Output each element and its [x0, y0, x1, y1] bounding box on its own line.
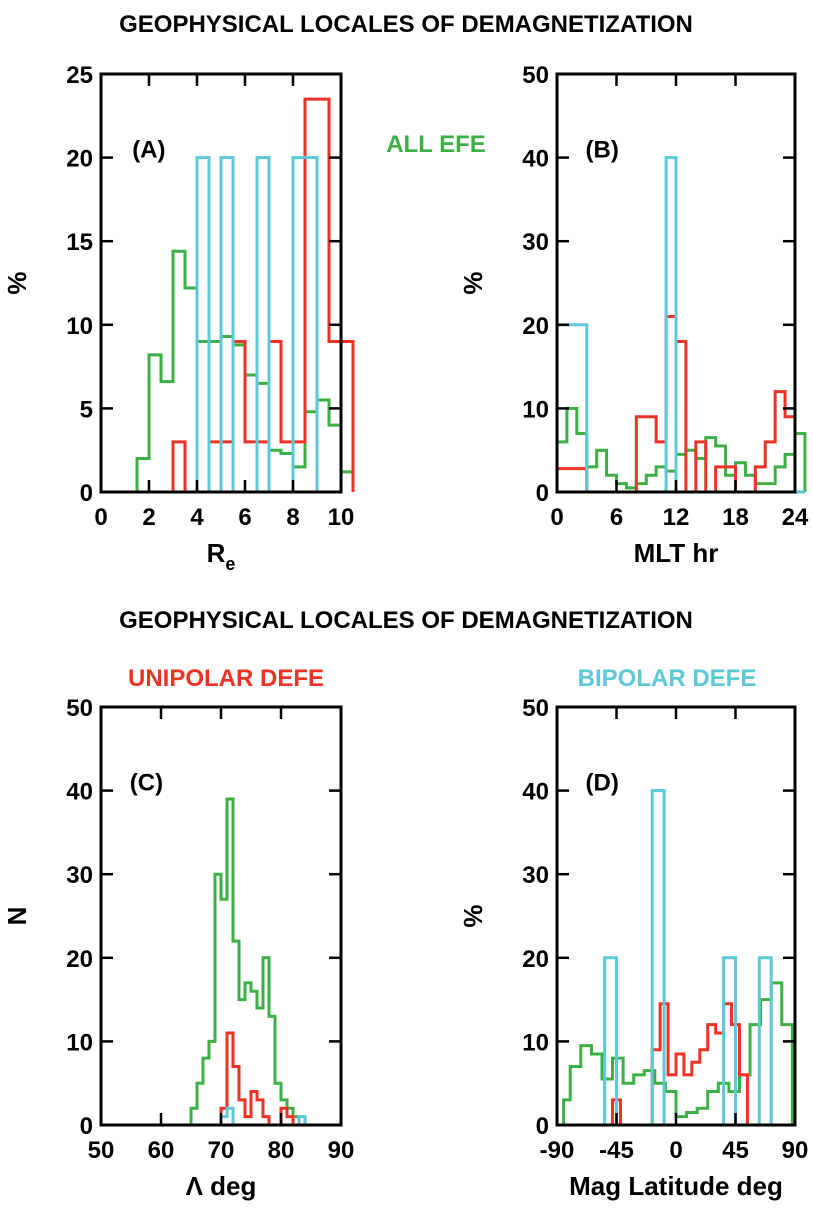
x-tick-label: 8: [286, 504, 299, 531]
y-tick-label: 40: [522, 146, 549, 173]
x-axis-label: MLT hr: [634, 538, 719, 568]
panel-b: 0 6 12 18 24 0 10 20 30 40 50 MLT hr% (B): [458, 62, 809, 568]
y-axis-label: %: [2, 271, 32, 294]
y-tick-label: 20: [522, 313, 549, 340]
x-tick-label: 24: [782, 504, 809, 531]
y-tick-label: 0: [536, 1113, 549, 1140]
x-tick-label: 50: [88, 1137, 115, 1164]
x-tick-label: 6: [610, 504, 623, 531]
series-unipolar-c: [219, 1031, 299, 1127]
panel-label: (C): [130, 770, 163, 797]
y-tick-label: 50: [522, 695, 549, 722]
x-tick-label: 90: [782, 1137, 809, 1164]
panel-label: (A): [132, 137, 165, 164]
y-tick-label: 40: [522, 779, 549, 806]
x-tick-label: 12: [663, 504, 690, 531]
y-tick-label: 30: [66, 862, 93, 889]
x-tick-label: 90: [328, 1137, 355, 1164]
x-tick-label: 0: [669, 1137, 682, 1164]
x-axis-label: Mag Latitude deg: [569, 1171, 783, 1201]
x-axis-label: Re: [207, 538, 236, 574]
x-tick-label: -45: [599, 1137, 634, 1164]
y-axis-label: N: [2, 907, 32, 926]
x-tick-label: 60: [148, 1137, 175, 1164]
y-tick-label: 20: [66, 946, 93, 973]
panel-d: -90 -45 0 45 90 0 10 20 30 40 50 Mag Latitude deg% (…: [458, 695, 808, 1201]
y-axis-label: %: [458, 271, 488, 294]
x-tick-label: 0: [94, 504, 107, 531]
x-tick-label: 2: [142, 504, 155, 531]
y-tick-label: 10: [522, 396, 549, 423]
x-tick-label: 70: [208, 1137, 235, 1164]
x-tick-label: 18: [722, 504, 749, 531]
y-tick-label: 20: [66, 146, 93, 173]
x-tick-label: 10: [328, 504, 355, 531]
y-tick-label: 10: [522, 1029, 549, 1056]
legend-unipolar-defe: UNIPOLAR DEFE: [128, 665, 324, 692]
series-all-c: [189, 797, 305, 1127]
x-tick-label: 45: [722, 1137, 749, 1164]
y-tick-label: 50: [522, 62, 549, 89]
y-tick-label: 50: [66, 695, 93, 722]
plot-frame: [99, 72, 343, 494]
y-tick-label: 25: [66, 62, 93, 89]
y-tick-label: 10: [66, 1029, 93, 1056]
y-tick-label: 0: [536, 480, 549, 507]
legend-bipolar-defe: BIPOLAR DEFE: [578, 665, 757, 692]
x-tick-label: 6: [238, 504, 251, 531]
panel-c: 50 60 70 80 90 0 10 20 30 40 50 Λ deg N (C): [2, 695, 354, 1201]
panel-a: 0 2 4 6 8 10 0 5 10 15 20 25 Re% (A): [2, 62, 355, 574]
y-tick-label: 40: [66, 779, 93, 806]
figure-title-top: GEOPHYSICAL LOCALES OF DEMAGNETIZATION: [119, 11, 693, 38]
y-tick-label: 30: [522, 229, 549, 256]
series-all-d: [562, 981, 794, 1125]
x-tick-label: 0: [550, 504, 563, 531]
panel-label: (B): [586, 137, 619, 164]
y-tick-label: 0: [80, 480, 93, 507]
y-tick-label: 15: [66, 229, 93, 256]
panel-label: (D): [586, 770, 619, 797]
y-tick-label: 30: [522, 862, 549, 889]
legend-all-efe: ALL EFE: [386, 131, 486, 158]
x-axis-label: Λ deg: [186, 1171, 257, 1201]
y-tick-label: 10: [66, 313, 93, 340]
x-tick-label: 80: [268, 1137, 295, 1164]
x-tick-label: 4: [190, 504, 204, 531]
y-tick-label: 5: [80, 396, 93, 423]
y-tick-label: 20: [522, 946, 549, 973]
series-all-b: [555, 406, 807, 492]
figure-title-bottom: GEOPHYSICAL LOCALES OF DEMAGNETIZATION: [119, 607, 693, 634]
y-tick-label: 0: [80, 1113, 93, 1140]
x-tick-label: -90: [540, 1137, 575, 1164]
y-axis-label: %: [458, 904, 488, 927]
